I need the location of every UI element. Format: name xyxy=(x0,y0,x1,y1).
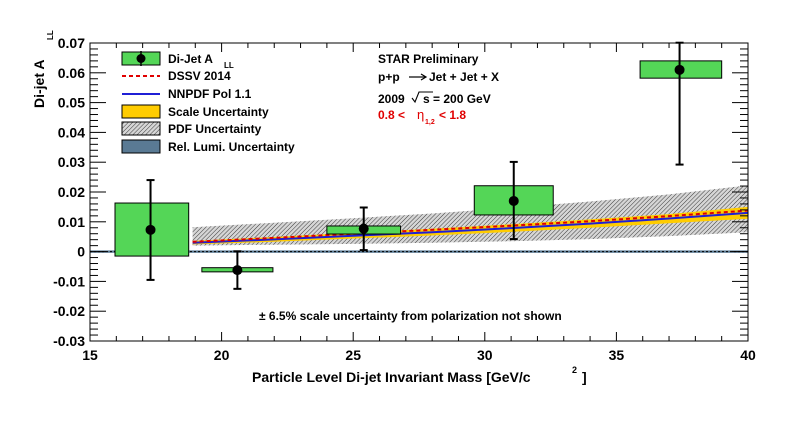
x-tick-label: 35 xyxy=(609,347,625,363)
scale-uncertainty-band xyxy=(192,206,748,245)
data-points-layer xyxy=(114,41,723,290)
legend-label-dijet-sub: LL xyxy=(224,61,234,70)
legend-swatch-pdf xyxy=(121,121,161,136)
sqrt-s-label: s = 200 GeV xyxy=(423,92,491,106)
y-tick-label: 0.05 xyxy=(58,95,85,111)
data-point-marker xyxy=(674,64,685,75)
y-tick-label: 0.01 xyxy=(58,214,85,230)
data-point-marker xyxy=(145,224,156,235)
y-tick-label: 0.03 xyxy=(58,154,85,170)
x-tick-label: 25 xyxy=(345,347,361,363)
y-tick-label: 0.04 xyxy=(58,124,85,140)
data-point-marker xyxy=(508,195,519,206)
eta-range-b: < 1.8 xyxy=(439,108,466,122)
x-tick-label: 20 xyxy=(214,347,230,363)
legend: Di-Jet A LL DSSV 2014 NNPDF Pol 1.1 Scal… xyxy=(121,51,295,154)
x-axis-title-close: ] xyxy=(582,369,587,385)
x-tick-label: 30 xyxy=(477,347,493,363)
reaction-label-b: Jet + Jet + X xyxy=(429,70,499,84)
eta-range-a: 0.8 < xyxy=(378,108,405,122)
axis-titles: Particle Level Di-jet Invariant Mass [Ge… xyxy=(31,30,587,385)
polarization-note: ± 6.5% scale uncertainty from polarizati… xyxy=(259,309,562,323)
y-axis-title: Di-jet A xyxy=(31,60,47,108)
legend-label-dssv: DSSV 2014 xyxy=(168,69,231,83)
nnpdf-curve xyxy=(192,211,748,244)
y-tick-label: -0.02 xyxy=(53,303,85,319)
y-tick-label: 0.06 xyxy=(58,65,85,81)
legend-swatch-lumi xyxy=(121,139,161,154)
legend-swatch-scale xyxy=(121,104,161,119)
experiment-label: STAR Preliminary xyxy=(378,52,479,66)
legend-label-pdf: PDF Uncertainty xyxy=(168,122,262,136)
legend-label-lumi: Rel. Lumi. Uncertainty xyxy=(168,140,295,154)
data-point-marker xyxy=(232,265,243,276)
x-tick-label: 40 xyxy=(740,347,756,363)
y-tick-label: -0.01 xyxy=(53,273,85,289)
x-tick-label: 15 xyxy=(82,347,98,363)
legend-label-scale: Scale Uncertainty xyxy=(168,105,269,119)
eta-symbol: η xyxy=(417,107,424,122)
reaction-arrowhead-icon xyxy=(420,73,428,81)
y-tick-label: 0 xyxy=(77,244,85,260)
annotations: STAR Preliminary p+p Jet + Jet + X 2009 … xyxy=(259,52,562,323)
x-axis-title-superscript: 2 xyxy=(572,365,577,375)
y-axis-title-subscript: LL xyxy=(46,30,55,40)
y-tick-label: 0.07 xyxy=(58,35,85,51)
y-tick-label: -0.03 xyxy=(53,333,85,349)
year-label: 2009 xyxy=(378,92,405,106)
eta-subscript: 1,2 xyxy=(425,119,435,126)
legend-label-dijet: Di-Jet A xyxy=(168,52,213,66)
dssv-curve xyxy=(192,209,748,243)
reaction-label-a: p+p xyxy=(378,70,400,84)
data-point-marker xyxy=(358,223,369,234)
sqrt-icon xyxy=(411,91,433,104)
legend-label-nnpdf: NNPDF Pol 1.1 xyxy=(168,87,252,101)
axes-layer: 15 20 25 30 35 40 -0.03 -0.02 -0.01 0 0.01 0.02 0.03… xyxy=(53,35,756,363)
x-axis-title: Particle Level Di-jet Invariant Mass [Ge… xyxy=(252,369,531,385)
y-tick-label: 0.02 xyxy=(58,184,85,200)
